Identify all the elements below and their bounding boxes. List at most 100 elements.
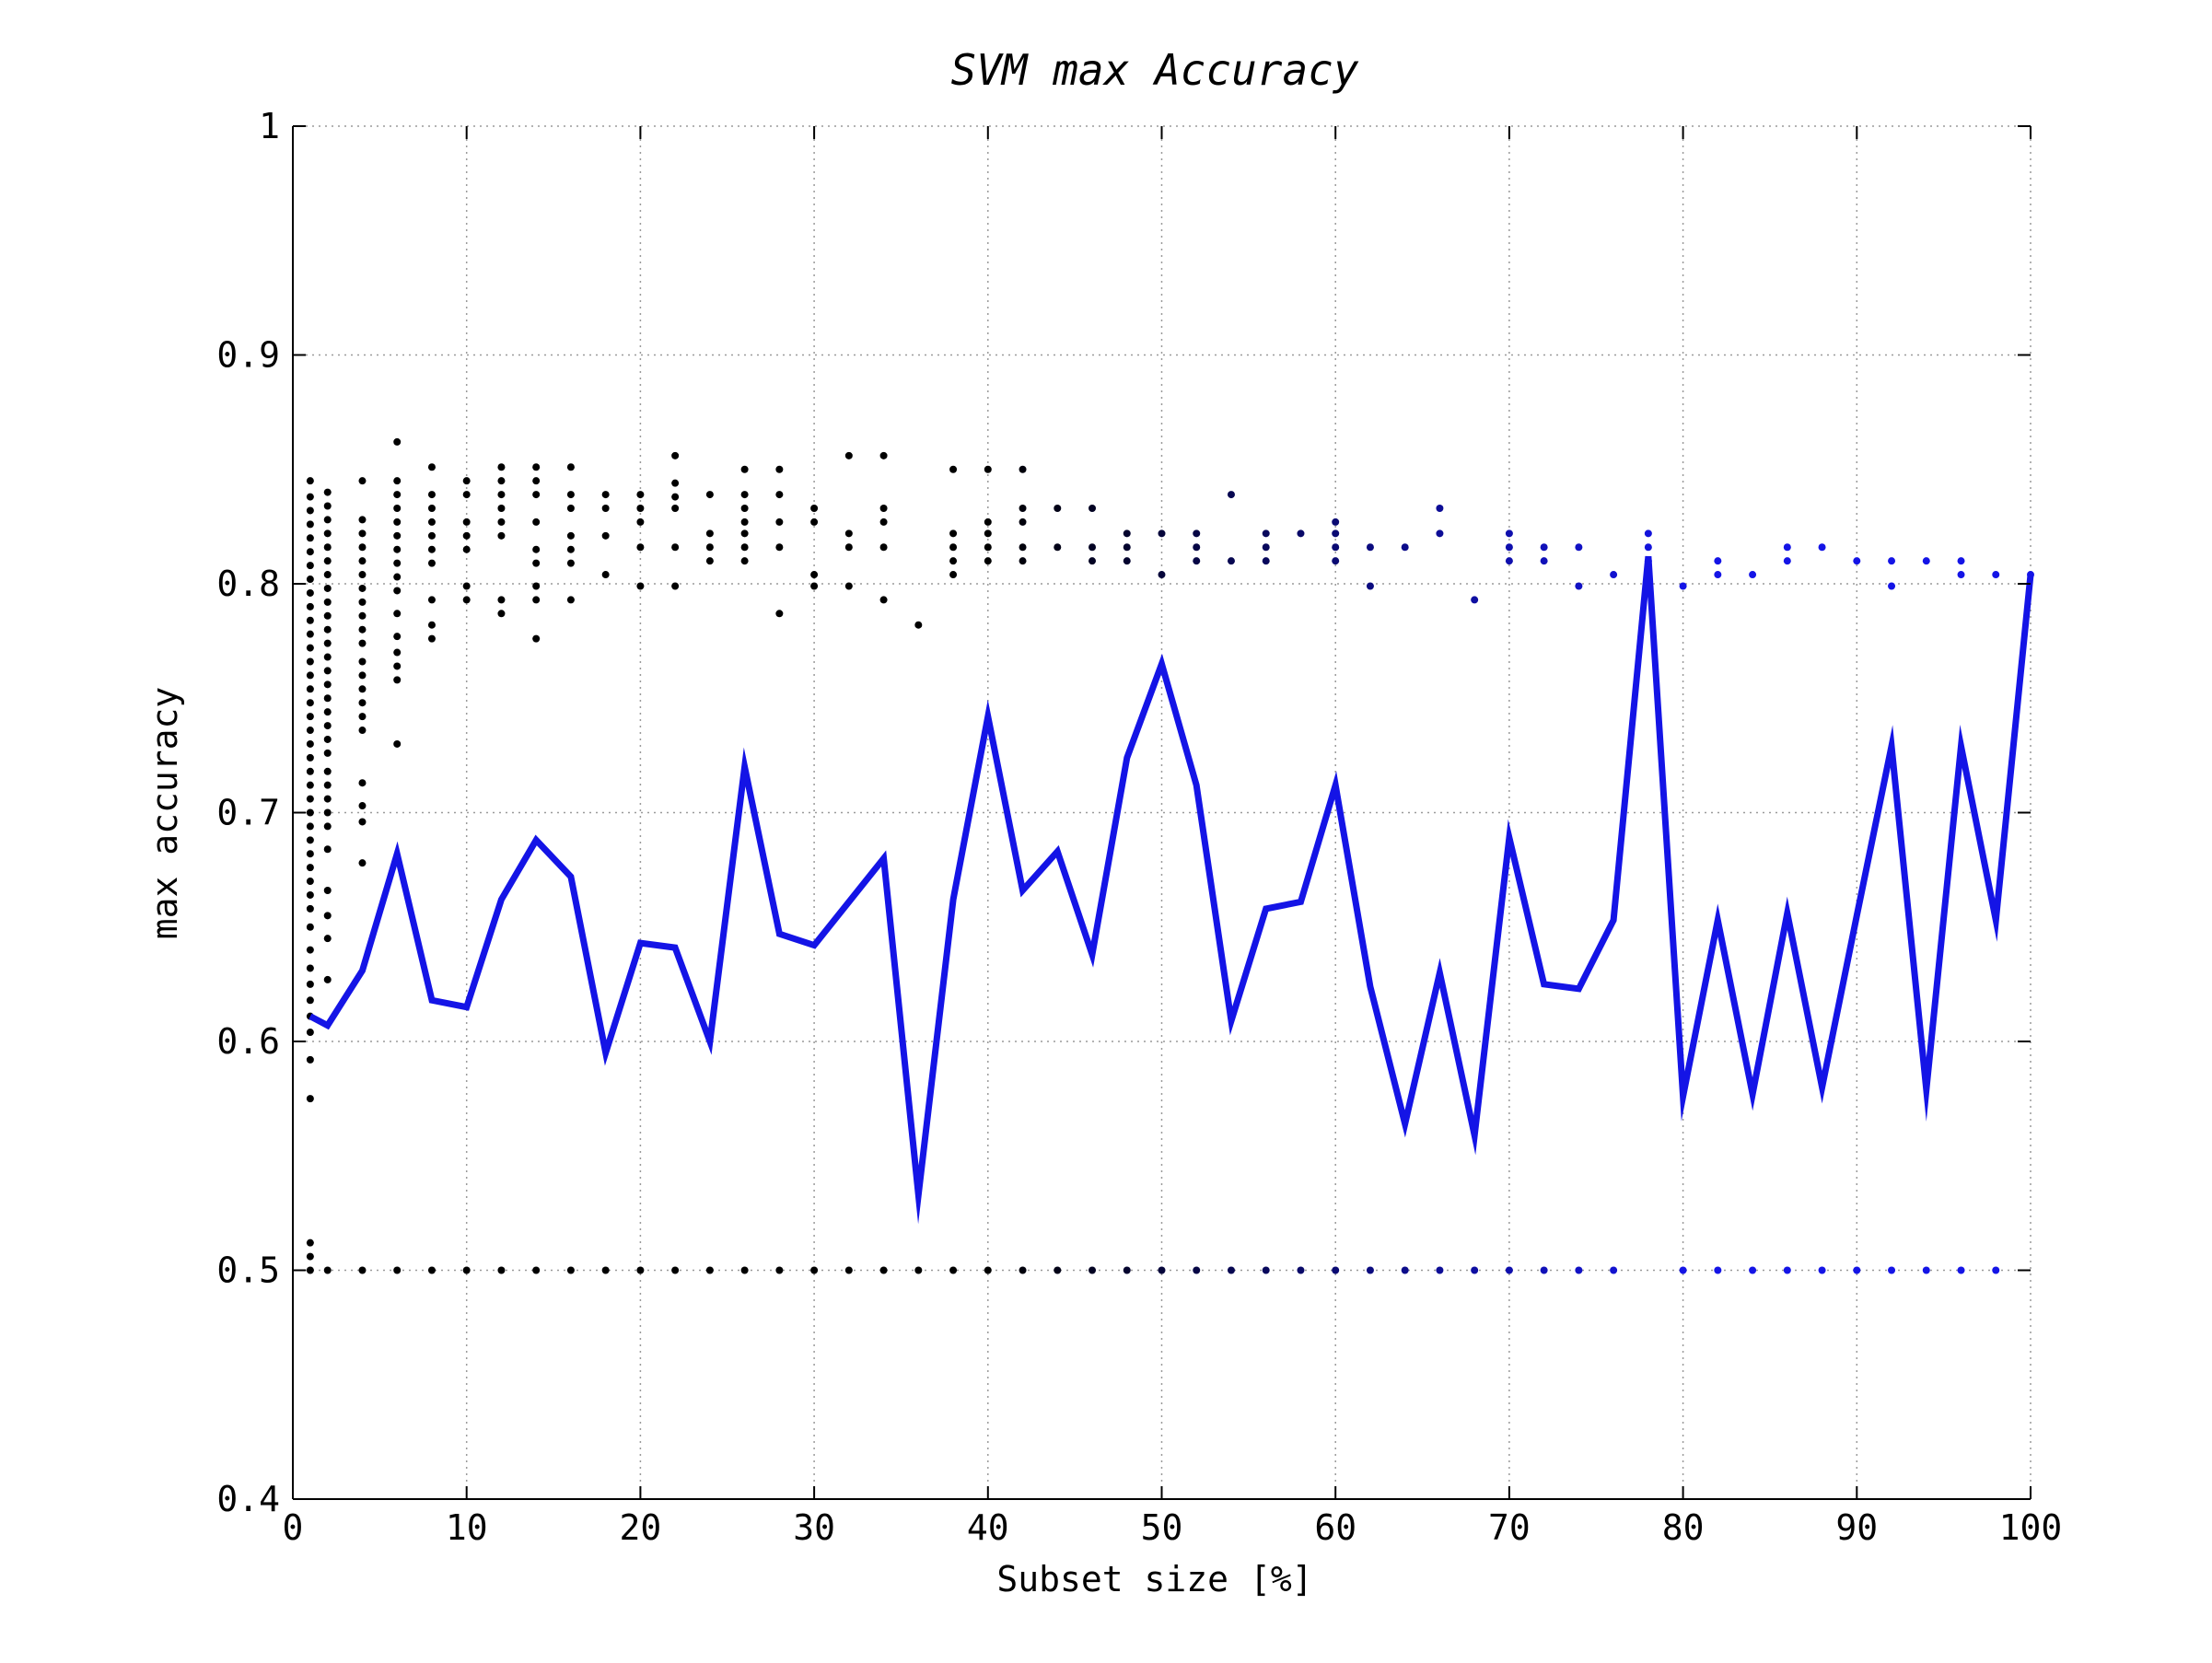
scatter-point [306,890,314,899]
scatter-point [1158,1266,1166,1274]
scatter-point [306,1055,314,1064]
scatter-point [705,557,714,565]
scatter-point [323,808,332,817]
scatter-point [497,1266,506,1274]
scatter-point [1089,1266,1097,1274]
scatter-point [358,1266,367,1274]
scatter-point [497,531,506,540]
scatter-point [1262,543,1270,552]
scatter-point [497,518,506,526]
scatter-point [532,463,541,471]
scatter-point [844,529,853,538]
scatter-point [1019,543,1027,552]
scatter-point [671,1266,680,1274]
scatter-point [323,680,332,689]
scatter-point [323,975,332,983]
scatter-point [1054,504,1062,512]
scatter-point [393,531,402,540]
scatter-point [1505,557,1513,565]
scatter-point [358,625,367,634]
scatter-point [1123,557,1131,565]
scatter-point [393,559,402,567]
scatter-point [1262,557,1270,565]
scatter-point [306,878,314,886]
scatter-point [949,557,958,565]
scatter-point [306,630,314,638]
x-tick-label: 60 [1314,1507,1356,1548]
scatter-point [306,836,314,844]
scatter-point [1610,571,1618,579]
scatter-point [306,562,314,570]
scatter-point [497,504,506,512]
scatter-point [636,504,645,512]
scatter-point [879,543,888,552]
scatter-point [1436,529,1444,538]
accuracy-series-line [309,555,2034,1225]
x-axis-label: Subset size [%] [996,1559,1312,1599]
scatter-point [705,543,714,552]
scatter-point [671,504,680,512]
scatter-point [427,596,436,604]
scatter-point [497,610,506,618]
scatter-point [914,621,923,629]
scatter-point [393,648,402,657]
scatter-point [532,545,541,553]
scatter-point [1679,1266,1687,1274]
scatter-point [1818,543,1826,552]
scatter-point [393,573,402,581]
scatter-point [1019,518,1027,526]
scatter-point [306,996,314,1005]
scatter-point [323,557,332,565]
scatter-point [393,676,402,684]
x-tick-label: 10 [446,1507,488,1548]
scatter-point [1818,1266,1826,1274]
scatter-point [358,557,367,565]
scatter-point [740,491,749,499]
scatter-point [306,493,314,501]
x-tick-label: 20 [620,1507,662,1548]
scatter-point [1227,1266,1235,1274]
x-tick-label: 0 [283,1507,304,1548]
scatter-point [775,491,784,499]
scatter-point [323,571,332,579]
scatter-point [323,502,332,510]
scatter-point [566,559,575,567]
scatter-point [358,859,367,867]
scatter-point [566,491,575,499]
scatter-point [636,543,645,552]
scatter-point [358,584,367,592]
scatter-point [1262,529,1270,538]
scatter-point [427,531,436,540]
scatter-point [306,657,314,666]
scatter-point [566,1266,575,1274]
scatter-point [306,727,314,735]
scatter-point [358,571,367,579]
scatter-point [427,559,436,567]
scatter-point [1575,543,1583,552]
scatter-point [601,504,610,512]
x-tick-label: 30 [793,1507,835,1548]
scatter-point [358,779,367,787]
scatter-point [949,543,958,552]
scatter-point [671,582,680,590]
scatter-point [358,529,367,538]
scatter-point [1019,504,1027,512]
scatter-point [671,451,680,459]
scatter-point [323,488,332,496]
scatter-point [1992,571,2000,579]
y-tick-label: 0.9 [216,335,280,376]
scatter-point [775,1266,784,1274]
scatter-point [306,767,314,775]
scatter-point [358,516,367,524]
scatter-point [323,598,332,606]
scatter-point [879,504,888,512]
scatter-point [306,850,314,858]
scatter-point [636,1266,645,1274]
scatter-point [323,639,332,647]
scatter-point [844,451,853,459]
scatter-point [844,1266,853,1274]
scatter-point [705,529,714,538]
y-tick-label: 0.7 [216,793,280,833]
scatter-point [1019,465,1027,473]
